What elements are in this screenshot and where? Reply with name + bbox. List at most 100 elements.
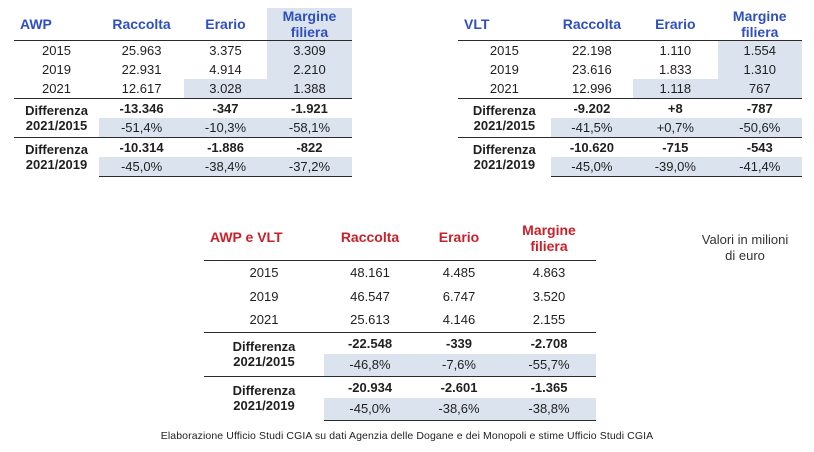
diff-label-line1: Differenza xyxy=(472,103,536,118)
total-year: 2019 xyxy=(249,288,279,304)
units-note: Valori in milioni di euro xyxy=(701,232,789,263)
awp-table: AWP Raccolta Erario Margine filiera 2015… xyxy=(14,8,352,177)
vlt-cell: 12.996 xyxy=(572,81,612,96)
diff-label-line1: Differenza xyxy=(25,103,88,118)
awp-header-erario: Erario xyxy=(205,15,246,32)
total-cell: 46.547 xyxy=(350,288,390,304)
awp-year: 2015 xyxy=(14,40,100,60)
awp-diff-abs: -13.346 xyxy=(99,98,185,118)
total-header-raccolta: Raccolta xyxy=(340,229,400,246)
awp-diff2-pct-row: -45,0% -38,4% -37,2% xyxy=(14,157,352,177)
awp-header-margine: Margine filiera xyxy=(266,8,352,41)
vlt-diff-abs: -715 xyxy=(633,137,718,157)
vlt-diff2-pct-row: -45,0% -39,0% -41,4% xyxy=(458,157,802,177)
awp-cell: 25.963 xyxy=(99,40,185,60)
vlt-header-erario: Erario xyxy=(655,15,696,32)
total-diff-abs: -2.708 xyxy=(502,331,596,354)
total-cell: 48.161 xyxy=(324,259,416,284)
awp-diff-abs: -1.886 xyxy=(184,137,267,157)
total-diff1-pct-row: -46,8% -7,6% -55,7% xyxy=(204,354,596,376)
vlt-diff-abs: -543 xyxy=(717,137,802,157)
total-diff-abs: -339 xyxy=(416,331,502,354)
awp-diff-abs: -822 xyxy=(266,137,352,157)
awp-diff-pct: -10,3% xyxy=(184,118,267,138)
awp-diff1-label: Differenza 2021/2015 xyxy=(14,98,100,138)
awp-cell: 1.388 xyxy=(266,79,352,99)
total-diff-pct: -45,0% xyxy=(324,398,416,421)
awp-cell: 4.914 xyxy=(209,62,242,77)
diff-label-line1: Differenza xyxy=(25,142,88,158)
vlt-header-raccolta: Raccolta xyxy=(562,15,622,32)
diff-label-line1: Differenza xyxy=(472,142,536,158)
awp-diff-pct: -51,4% xyxy=(99,118,185,138)
vlt-cell: 1.554 xyxy=(717,40,802,60)
total-diff-pct: -7,6% xyxy=(416,354,502,376)
vlt-header-row: VLT Raccolta Erario Margine filiera xyxy=(458,8,802,41)
vlt-diff2-abs-row: Differenza 2021/2019 -10.620 -715 -543 xyxy=(458,137,802,177)
vlt-header-margine: Margine filiera xyxy=(732,8,787,40)
total-row-2015: 2015 48.161 4.485 4.863 xyxy=(204,259,596,284)
vlt-cell: 767 xyxy=(717,79,802,99)
total-cell: 4.146 xyxy=(442,312,476,328)
awp-diff2-abs-row: Differenza 2021/2019 -10.314 -1.886 -822 xyxy=(14,137,352,177)
total-header-row: AWP e VLT Raccolta Erario Margine filier… xyxy=(204,216,596,260)
total-cell: 25.613 xyxy=(350,312,390,328)
awp-diff2-label: Differenza 2021/2019 xyxy=(14,137,100,177)
total-cell: 4.485 xyxy=(416,259,502,284)
vlt-cell: 1.833 xyxy=(659,62,692,77)
vlt-diff-abs: -9.202 xyxy=(550,98,634,118)
vlt-diff-abs: +8 xyxy=(633,98,718,118)
vlt-cell: 1.110 xyxy=(633,40,718,60)
total-diff2-abs-row: Differenza 2021/2019 -20.934 -2.601 -1.36… xyxy=(204,375,596,420)
total-diff1-label: Differenza 2021/2015 xyxy=(204,331,324,376)
total-diff-pct: -38,6% xyxy=(416,398,502,421)
total-table: AWP e VLT Raccolta Erario Margine filier… xyxy=(204,216,596,421)
total-diff-pct: -38,8% xyxy=(502,398,596,421)
total-diff-abs: -20.934 xyxy=(324,375,416,398)
awp-diff-abs: -1.921 xyxy=(266,98,352,118)
awp-cell: 3.375 xyxy=(184,40,267,60)
vlt-diff-pct: -45,0% xyxy=(550,157,634,177)
vlt-row-2019: 2019 23.616 1.833 1.310 xyxy=(458,60,802,79)
vlt-diff-abs: -10.620 xyxy=(550,137,634,157)
vlt-year: 2019 xyxy=(489,62,519,77)
awp-year: 2021 xyxy=(42,81,71,96)
awp-diff-pct: -45,0% xyxy=(99,157,185,177)
vlt-row-2021: 2021 12.996 1.118 767 xyxy=(458,79,802,99)
awp-title: AWP xyxy=(20,15,52,32)
vlt-cell: 1.310 xyxy=(717,60,802,79)
total-header-margine: Margine filiera xyxy=(522,221,576,254)
vlt-table: VLT Raccolta Erario Margine filiera 2015… xyxy=(458,8,802,177)
diff-label-line2: 2021/2015 xyxy=(233,354,295,369)
awp-row-2015: 2015 25.963 3.375 3.309 xyxy=(14,40,352,60)
awp-diff-pct: -38,4% xyxy=(184,157,267,177)
total-diff-abs: -1.365 xyxy=(502,375,596,398)
vlt-diff1-label: Differenza 2021/2015 xyxy=(458,98,551,138)
awp-cell: 3.028 xyxy=(184,79,267,99)
total-title: AWP e VLT xyxy=(210,229,283,246)
total-row-2021: 2021 25.613 4.146 2.155 xyxy=(204,308,596,332)
total-diff-abs: -2.601 xyxy=(416,375,502,398)
awp-diff-abs: -347 xyxy=(184,98,267,118)
awp-cell: 22.931 xyxy=(121,62,162,77)
total-diff1-abs-row: Differenza 2021/2015 -22.548 -339 -2.708 xyxy=(204,331,596,376)
awp-row-2021: 2021 12.617 3.028 1.388 xyxy=(14,79,352,99)
vlt-diff-pct: +0,7% xyxy=(633,118,718,138)
vlt-diff2-label: Differenza 2021/2019 xyxy=(458,137,551,177)
awp-row-2019: 2019 22.931 4.914 2.210 xyxy=(14,60,352,79)
total-diff2-label: Differenza 2021/2019 xyxy=(204,375,324,420)
vlt-diff-pct: -41,4% xyxy=(717,157,802,177)
vlt-year: 2021 xyxy=(489,81,519,96)
vlt-diff-pct: -41,5% xyxy=(550,118,634,138)
diff-label-line2: 2021/2015 xyxy=(25,118,88,133)
diff-label-line2: 2021/2019 xyxy=(233,398,295,414)
vlt-year: 2015 xyxy=(458,40,551,60)
diff-label-line2: 2021/2015 xyxy=(473,118,536,133)
total-diff-pct: -55,7% xyxy=(502,354,596,376)
total-diff-abs: -22.548 xyxy=(324,331,416,354)
awp-cell: 2.210 xyxy=(266,60,352,79)
diff-label-line2: 2021/2019 xyxy=(25,157,88,173)
diff-label-line1: Differenza xyxy=(232,339,296,354)
vlt-row-2015: 2015 22.198 1.110 1.554 xyxy=(458,40,802,60)
vlt-diff-abs: -787 xyxy=(717,98,802,118)
